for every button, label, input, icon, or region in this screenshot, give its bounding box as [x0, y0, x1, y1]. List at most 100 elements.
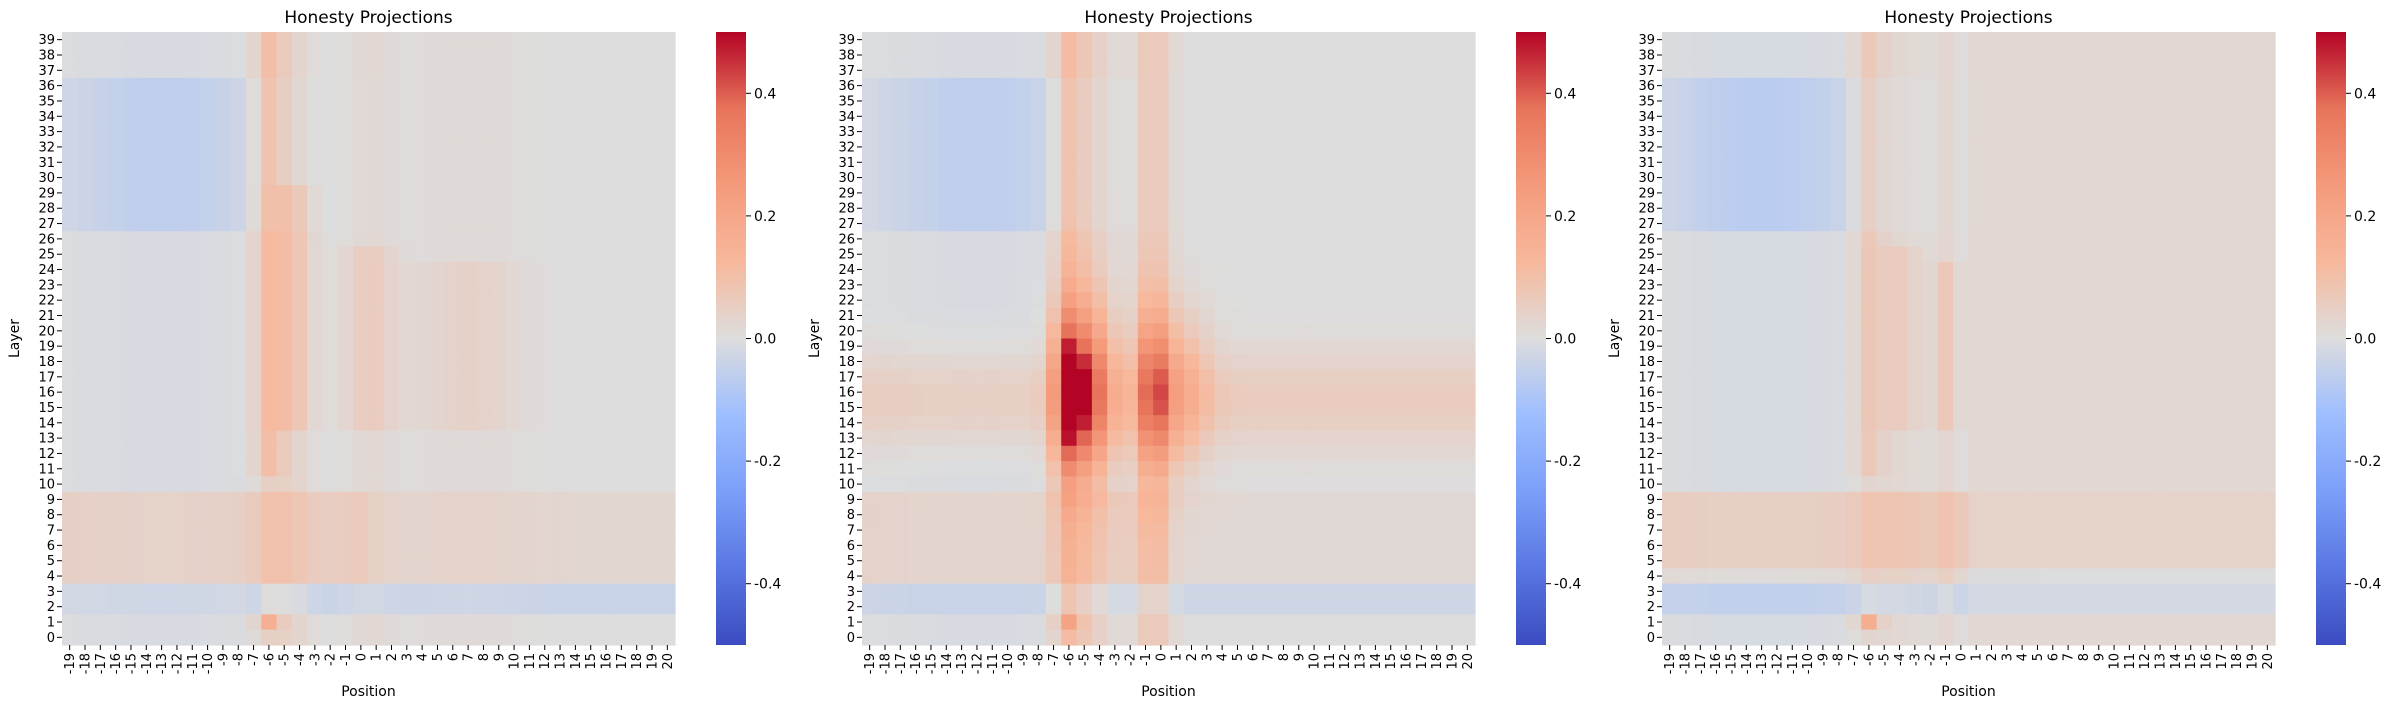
heatmap-cell	[185, 522, 201, 538]
heatmap-cell	[1061, 216, 1077, 232]
heatmap-cell	[923, 277, 939, 293]
heatmap-cell	[1291, 446, 1307, 462]
heatmap-cell	[323, 170, 339, 186]
heatmap-cell	[1061, 400, 1077, 416]
heatmap-cell	[445, 78, 461, 94]
heatmap-cell	[1444, 247, 1460, 263]
heatmap-cell	[2137, 262, 2153, 278]
heatmap-cell	[506, 553, 522, 569]
heatmap-cell	[1953, 139, 1969, 155]
heatmap-cell	[2183, 231, 2199, 247]
heatmap-cell	[399, 369, 415, 385]
heatmap-cell	[353, 568, 369, 584]
heatmap-cell	[2214, 277, 2230, 293]
heatmap-cell	[1398, 93, 1414, 109]
heatmap-cell	[598, 553, 614, 569]
heatmap-cell	[246, 384, 262, 400]
heatmap-cell	[1984, 78, 2000, 94]
heatmap-cell	[1429, 446, 1445, 462]
heatmap-cell	[1138, 139, 1154, 155]
heatmap-cell	[185, 32, 201, 48]
heatmap-cell	[445, 185, 461, 201]
heatmap-cell	[629, 446, 645, 462]
heatmap-cell	[1953, 201, 1969, 217]
heatmap-cell	[2260, 78, 2276, 94]
heatmap-cell	[506, 522, 522, 538]
heatmap-cell	[1969, 308, 1985, 324]
heatmap-cell	[491, 124, 507, 140]
heatmap-cell	[307, 155, 323, 171]
heatmap-cell	[1169, 492, 1185, 508]
heatmap-cell	[1815, 247, 1831, 263]
heatmap-cell	[1245, 124, 1261, 140]
heatmap-cell	[522, 293, 538, 309]
heatmap-cell	[93, 568, 109, 584]
heatmap-cell	[77, 415, 93, 431]
heatmap-cell	[1031, 63, 1047, 79]
heatmap-cell	[1322, 492, 1338, 508]
heatmap-cell	[2137, 170, 2153, 186]
heatmap-cell	[2014, 507, 2030, 523]
heatmap-cell	[1460, 354, 1476, 370]
heatmap-cell	[277, 32, 293, 48]
heatmap-cell	[598, 400, 614, 416]
heatmap-cell	[552, 507, 568, 523]
heatmap-cell	[568, 124, 584, 140]
heatmap-cell	[491, 201, 507, 217]
heatmap-cell	[1999, 109, 2015, 125]
heatmap-cell	[1153, 170, 1169, 186]
y-tick-label: 24	[838, 263, 855, 278]
heatmap-cell	[1999, 538, 2015, 554]
heatmap-cell	[923, 47, 939, 63]
heatmap-cell	[1352, 323, 1368, 339]
heatmap-cell	[2152, 93, 2168, 109]
heatmap-cell	[939, 124, 955, 140]
heatmap-cell	[231, 430, 247, 446]
heatmap-cell	[660, 93, 676, 109]
heatmap-cell	[2183, 185, 2199, 201]
heatmap-cell	[108, 124, 124, 140]
heatmap-cell	[1184, 369, 1200, 385]
heatmap-cell	[1923, 553, 1939, 569]
heatmap-cell	[1938, 538, 1954, 554]
heatmap-cell	[1337, 262, 1353, 278]
heatmap-cell	[399, 32, 415, 48]
heatmap-cell	[2260, 339, 2276, 355]
heatmap-cell	[1861, 369, 1877, 385]
heatmap-cell	[2045, 568, 2061, 584]
heatmap-cell	[1077, 323, 1093, 339]
heatmap-cell	[1693, 430, 1709, 446]
heatmap-cell	[954, 277, 970, 293]
heatmap-cell	[1123, 185, 1139, 201]
heatmap-cell	[476, 492, 492, 508]
heatmap-cell	[969, 185, 985, 201]
heatmap-cell	[1123, 93, 1139, 109]
heatmap-cell	[1723, 155, 1739, 171]
heatmap-cell	[1383, 339, 1399, 355]
heatmap-cell	[154, 262, 170, 278]
x-tick-label: -19	[63, 653, 78, 674]
heatmap-cell	[1092, 231, 1108, 247]
heatmap-cell	[200, 247, 216, 263]
heatmap-cell	[1107, 630, 1123, 646]
heatmap-cell	[77, 568, 93, 584]
heatmap-cell	[1938, 339, 1954, 355]
heatmap-cell	[1107, 384, 1123, 400]
heatmap-cell	[1092, 170, 1108, 186]
heatmap-cell	[1214, 599, 1230, 615]
heatmap-cell	[1861, 170, 1877, 186]
heatmap-cell	[1414, 354, 1430, 370]
heatmap-cell	[877, 599, 893, 615]
heatmap-cell	[1000, 400, 1016, 416]
colorbar	[716, 32, 746, 645]
chart-title: Honesty Projections	[284, 8, 452, 28]
heatmap-cell	[292, 492, 308, 508]
heatmap-cell	[1907, 553, 1923, 569]
heatmap-cell	[1184, 476, 1200, 492]
heatmap-cell	[598, 476, 614, 492]
heatmap-cell	[307, 293, 323, 309]
heatmap-cell	[1260, 47, 1276, 63]
heatmap-cell	[62, 630, 78, 646]
heatmap-cell	[1815, 32, 1831, 48]
heatmap-cell	[1708, 170, 1724, 186]
